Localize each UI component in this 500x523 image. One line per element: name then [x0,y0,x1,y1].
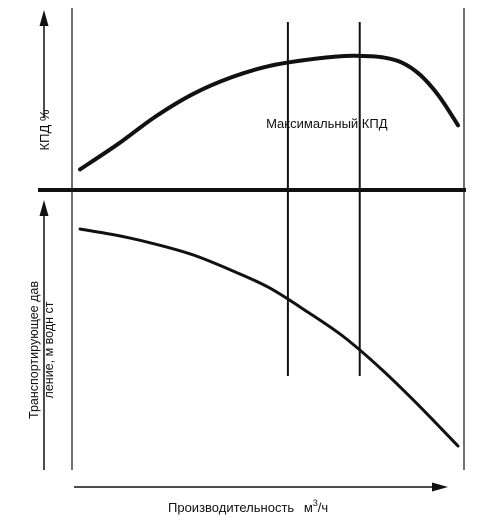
x-axis-label: Производительность м3/ч [168,498,328,515]
x-axis-unit-sup: 3 [313,498,318,508]
arrow-right-icon [432,482,448,492]
x-axis-unit-base: м [304,500,313,515]
efficiency-axis-label: КПД % [37,109,52,150]
x-axis-unit-rest: /ч [318,500,328,515]
arrow-up-icon [39,200,49,216]
efficiency-curve [78,53,460,172]
head-axis-label-line-1: Транспортирующее дав [27,281,41,419]
x-axis-label-text: Производительность [168,500,294,515]
head-curve [78,227,460,448]
arrow-up-icon [39,10,49,26]
head-axis-label-line-2: ление, м водн ст [42,301,56,398]
max-efficiency-label: Максимальный КПД [266,116,388,131]
